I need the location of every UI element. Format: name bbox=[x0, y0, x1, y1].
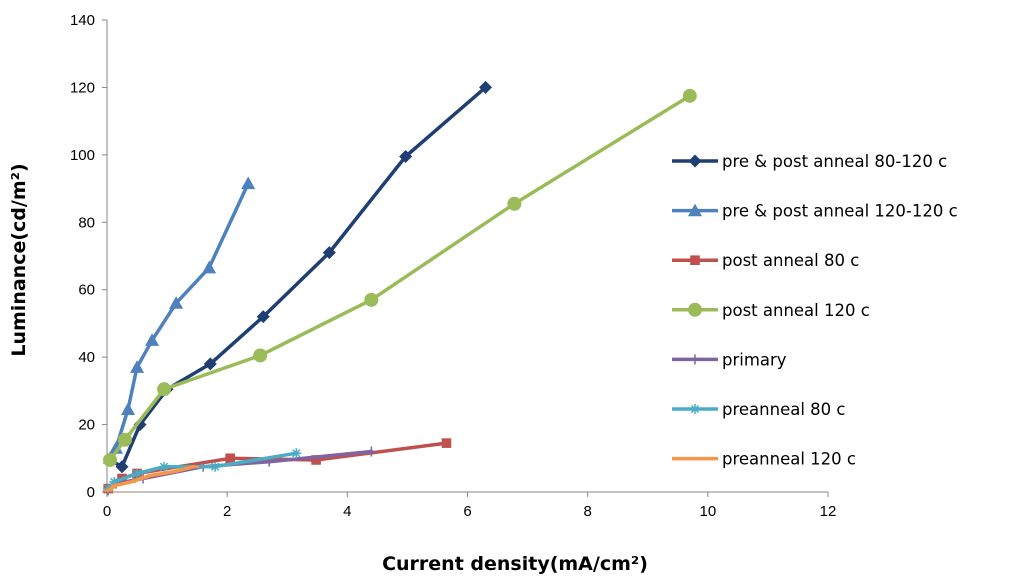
data-point bbox=[109, 441, 124, 454]
data-point bbox=[130, 360, 145, 373]
legend-marker bbox=[690, 354, 700, 365]
data-point bbox=[133, 418, 147, 432]
series-0 bbox=[103, 80, 493, 474]
data-point bbox=[253, 348, 268, 363]
data-point bbox=[157, 382, 172, 397]
legend-marker bbox=[688, 154, 702, 168]
x-tick-label: 10 bbox=[699, 503, 716, 520]
y-tick-label: 20 bbox=[78, 417, 95, 434]
x-tick-label: 4 bbox=[343, 503, 351, 520]
data-point bbox=[132, 468, 143, 479]
y-tick-label: 140 bbox=[70, 12, 95, 29]
legend-item: post anneal 120 c bbox=[672, 301, 870, 320]
legend-marker bbox=[690, 404, 700, 414]
series-line bbox=[108, 94, 692, 462]
y-axis-title: Luminance(cd/m²) bbox=[8, 163, 30, 356]
x-axis-title: Current density(mA/cm²) bbox=[382, 553, 648, 575]
legend-item: pre & post anneal 80-120 c bbox=[672, 152, 947, 171]
legend-marker bbox=[690, 255, 700, 265]
data-point bbox=[399, 150, 413, 164]
y-tick-label: 40 bbox=[78, 349, 95, 366]
x-ticks: 0 2 4 6 8 10 12 bbox=[103, 492, 837, 520]
x-tick-label: 8 bbox=[583, 503, 591, 520]
x-tick-label: 0 bbox=[103, 503, 111, 520]
data-point bbox=[145, 333, 160, 346]
data-point bbox=[118, 432, 133, 447]
y-tick-label: 60 bbox=[78, 282, 95, 299]
legend-marker bbox=[688, 203, 702, 217]
y-tick-label: 0 bbox=[87, 484, 95, 501]
legend-label: post anneal 80 c bbox=[722, 251, 859, 270]
data-point bbox=[203, 357, 217, 371]
legend-label: preanneal 120 c bbox=[722, 450, 856, 469]
series-layer bbox=[103, 80, 697, 496]
legend-label: pre & post anneal 80-120 c bbox=[722, 152, 947, 171]
legend-item: pre & post anneal 120-120 c bbox=[672, 202, 958, 221]
series-line bbox=[108, 181, 250, 461]
y-tick-label: 120 bbox=[70, 79, 95, 96]
x-tick-label: 12 bbox=[820, 503, 837, 520]
legend-item: preanneal 120 c bbox=[672, 450, 856, 469]
data-point bbox=[103, 452, 118, 467]
y-tick-label: 100 bbox=[70, 147, 95, 164]
data-point bbox=[225, 453, 235, 464]
x-tick-label: 6 bbox=[463, 503, 471, 520]
series-6 bbox=[103, 464, 200, 493]
data-point bbox=[202, 260, 217, 274]
data-point bbox=[364, 292, 379, 307]
legend-label: pre & post anneal 120-120 c bbox=[722, 202, 958, 221]
x-tick-label: 2 bbox=[223, 503, 231, 520]
data-point bbox=[256, 310, 270, 324]
data-point bbox=[169, 296, 184, 309]
legend-item: post anneal 80 c bbox=[672, 251, 859, 270]
y-tick-label: 80 bbox=[78, 214, 95, 231]
data-point bbox=[311, 455, 321, 465]
data-point bbox=[115, 460, 129, 474]
series-2 bbox=[103, 438, 452, 494]
data-point bbox=[121, 402, 136, 415]
legend-item: preanneal 80 c bbox=[672, 400, 845, 419]
data-point bbox=[322, 246, 336, 260]
data-point bbox=[441, 438, 452, 448]
series-line bbox=[106, 441, 449, 491]
data-point bbox=[479, 80, 493, 94]
series-line bbox=[108, 85, 488, 469]
legend-marker bbox=[688, 302, 702, 317]
legend-label: preanneal 80 c bbox=[722, 400, 845, 419]
data-point bbox=[366, 446, 377, 457]
series-3 bbox=[103, 88, 697, 467]
data-point bbox=[291, 448, 302, 459]
legend-item: primary bbox=[672, 350, 787, 369]
data-point bbox=[109, 476, 120, 487]
legend-label: primary bbox=[722, 350, 787, 369]
data-point bbox=[210, 461, 221, 472]
data-point bbox=[241, 176, 256, 190]
data-point bbox=[682, 88, 697, 103]
series-1 bbox=[103, 176, 256, 464]
data-point bbox=[159, 461, 170, 472]
legend-label: post anneal 120 c bbox=[722, 301, 870, 320]
data-point bbox=[507, 196, 522, 211]
legend: pre & post anneal 80-120 c pre & post ann… bbox=[672, 152, 958, 469]
plot-area: 0 2 4 6 8 10 12 0 20 40 60 80 100 120 140 bbox=[70, 12, 836, 520]
y-ticks: 0 20 40 60 80 100 120 140 bbox=[70, 12, 107, 501]
